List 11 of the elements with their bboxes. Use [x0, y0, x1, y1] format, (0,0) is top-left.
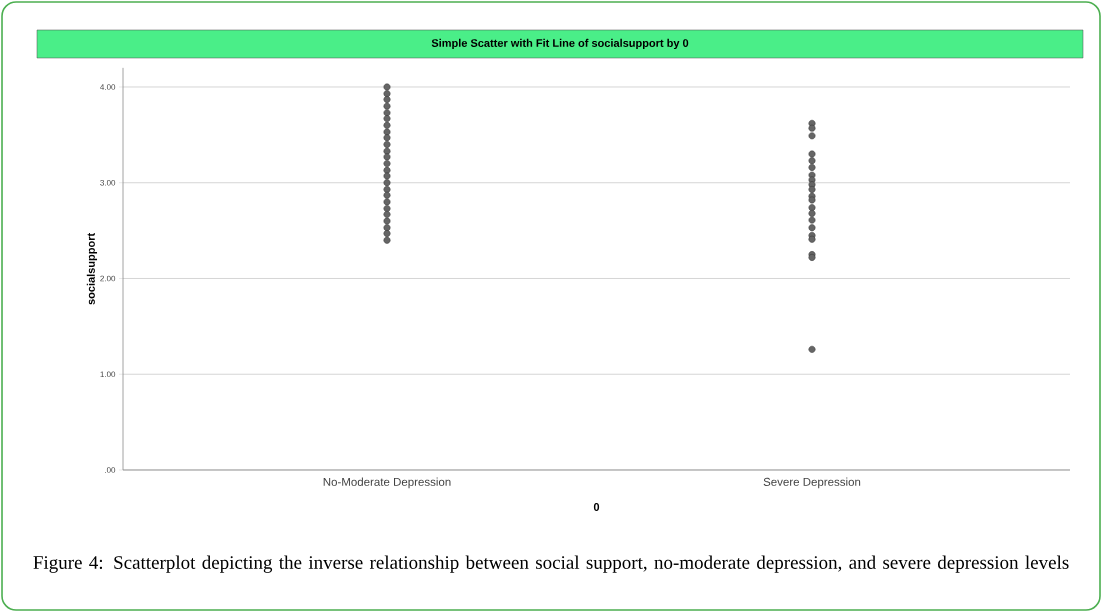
- y-tick-label: 1.00: [100, 371, 116, 378]
- x-tick-label: Severe Depression: [763, 477, 861, 489]
- x-tick-label: No-Moderate Depression: [323, 477, 451, 489]
- y-tick-label: 3.00: [100, 179, 116, 186]
- caption: Figure 4: Scatterplot depicting the inverse relationship between social support, no-moderate depression, and severe depression levels: [33, 555, 1069, 573]
- y-tick-label: 2.00: [100, 275, 116, 282]
- y-tick-label: 4.00: [100, 84, 116, 90]
- x-axis-title: 0: [593, 503, 600, 511]
- chart-title: Simple Scatter with Fit Line of socialsupport by 0: [431, 38, 689, 50]
- y-tick-label: .00: [105, 467, 116, 473]
- y-axis-title: socialsupport: [86, 232, 98, 305]
